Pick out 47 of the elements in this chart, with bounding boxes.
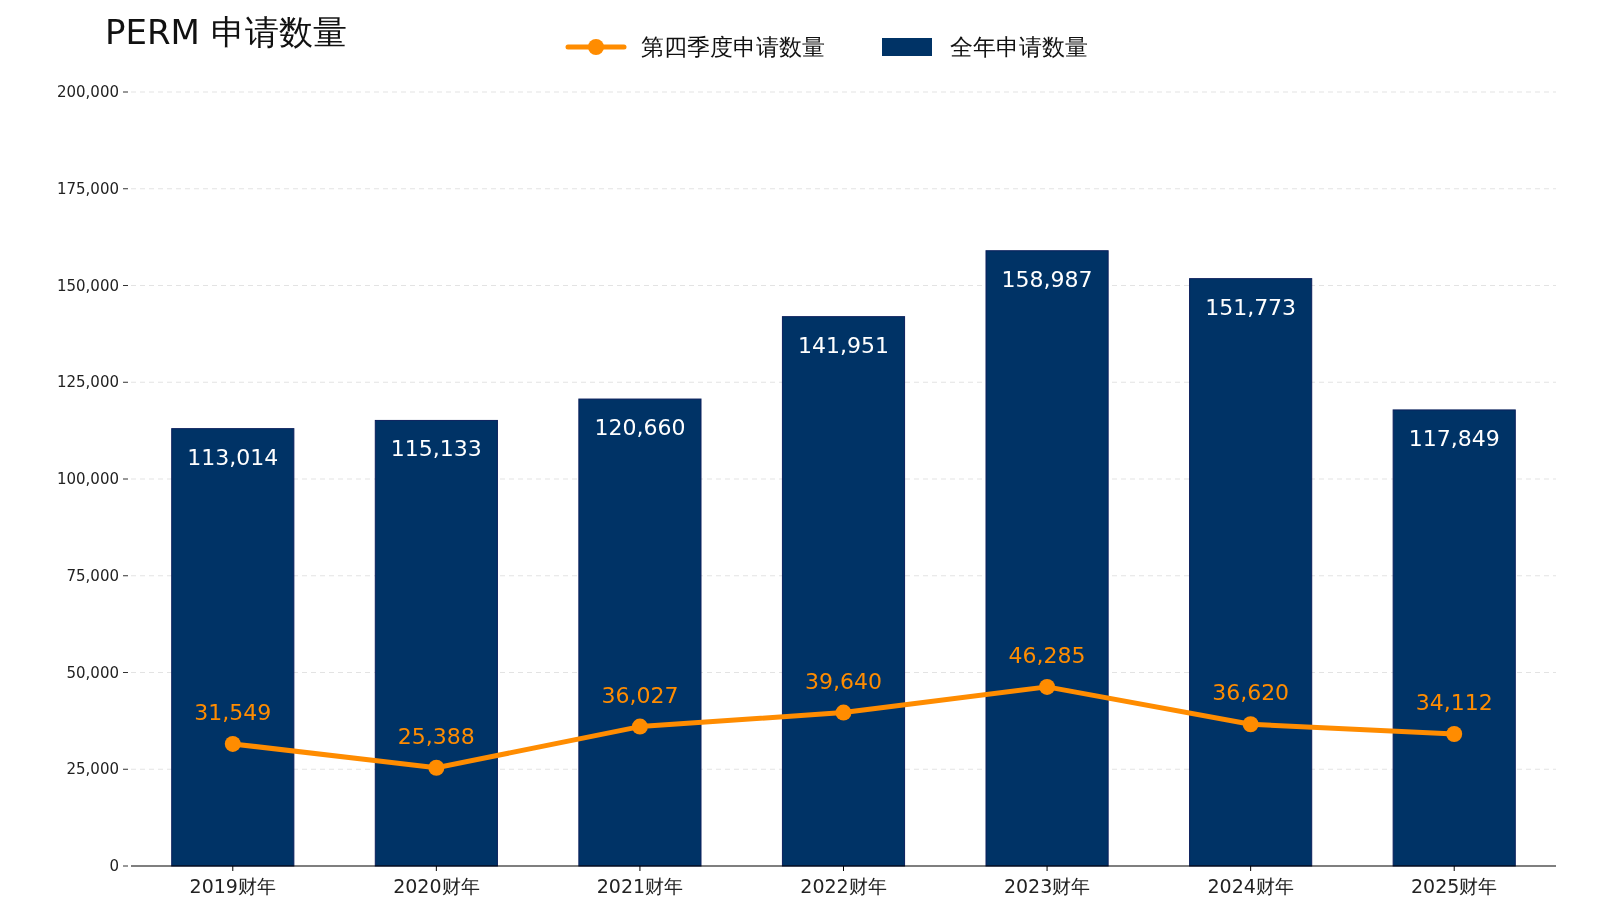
bar: [578, 398, 702, 867]
bar: [1392, 409, 1516, 867]
legend-label: 第四季度申请数量: [641, 34, 825, 60]
bar: [171, 428, 295, 867]
chart-title: PERM 申请数量: [105, 12, 347, 52]
data-label: 117,849: [1408, 425, 1500, 451]
data-label: 31,549: [194, 699, 272, 725]
x-tick-label: 2025财年: [1411, 875, 1498, 897]
x-tick-label: 2023财年: [1003, 875, 1091, 897]
x-tick-label: 2024财年: [1207, 875, 1294, 897]
data-label: 36,620: [1212, 680, 1290, 706]
y-tick-label: 150,000: [56, 276, 119, 295]
data-label: 120,660: [594, 415, 686, 441]
bar: [781, 316, 906, 867]
y-tick-label: 25,000: [66, 760, 119, 779]
data-label: 113,014: [187, 444, 279, 470]
y-tick-label: 75,000: [66, 566, 119, 585]
bar: [374, 419, 498, 867]
data-label: 46,285: [1008, 642, 1086, 668]
y-tick-label: 0: [109, 857, 119, 875]
point: [835, 704, 852, 721]
data-label: 34,112: [1415, 689, 1493, 715]
x-tick-label: 2019财年: [189, 875, 276, 897]
data-label: 141,951: [798, 332, 889, 358]
x-tick-label: 2020财年: [393, 875, 480, 897]
y-tick-label: 50,000: [66, 663, 119, 682]
data-label: 151,773: [1205, 294, 1297, 320]
y-tick-label: 200,000: [56, 83, 119, 101]
data-label: 115,133: [390, 436, 482, 462]
data-label: 25,388: [397, 723, 475, 749]
y-tick-label: 100,000: [56, 470, 119, 488]
point: [1446, 725, 1463, 742]
data-label: 39,640: [805, 668, 882, 694]
point: [1242, 716, 1259, 733]
point: [631, 718, 648, 735]
point: [224, 735, 241, 752]
y-tick-label: 125,000: [56, 373, 119, 392]
point: [1039, 678, 1056, 695]
x-tick-label: 2022财年: [800, 875, 887, 897]
legend-label: 全年申请数量: [950, 34, 1088, 60]
bar: [1189, 278, 1313, 867]
y-tick-label: 175,000: [56, 179, 119, 198]
point: [428, 759, 445, 776]
x-tick-label: 2021财年: [596, 875, 684, 897]
data-label: 158,987: [1001, 266, 1093, 292]
data-label: 36,027: [601, 682, 679, 708]
bar: [985, 250, 1109, 867]
